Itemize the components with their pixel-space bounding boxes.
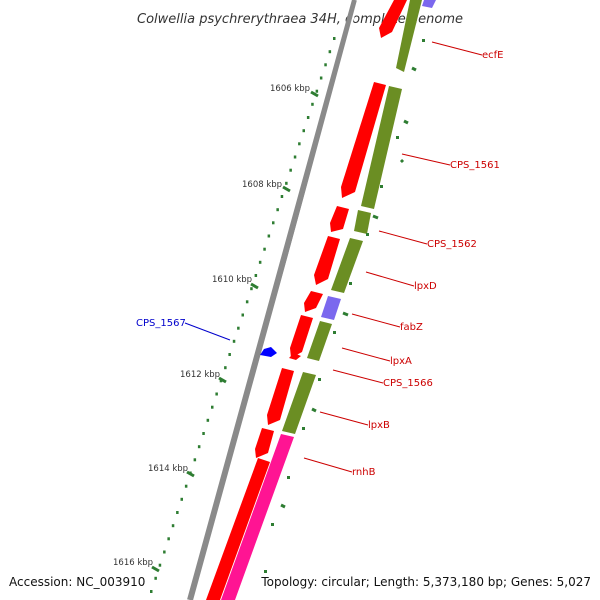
kbp-tick-1614 xyxy=(186,470,195,478)
kbp-ticks xyxy=(151,90,319,573)
scale-dot xyxy=(298,142,301,146)
kbp-label-1616: 1616 kbp xyxy=(113,558,153,568)
gene-block-cps1562-red xyxy=(330,206,349,232)
gene-label-cps1567: CPS_1567 xyxy=(136,318,186,329)
scale-dot xyxy=(180,497,183,501)
scale-dot xyxy=(250,287,253,291)
gene-label-rnhB: rnhB xyxy=(352,467,376,478)
cds-fabZ xyxy=(321,296,341,320)
scale-dot xyxy=(319,76,323,80)
scale-dot xyxy=(276,208,279,212)
scale-dot xyxy=(163,550,166,554)
gene-block-cps1566-red xyxy=(289,353,301,360)
scale-dot xyxy=(197,445,201,449)
kbp-label-1610: 1610 kbp xyxy=(212,275,252,285)
scale-dot xyxy=(176,511,179,514)
gene-label-cps1562: CPS_1562 xyxy=(427,239,477,250)
scale-dot xyxy=(158,563,162,567)
scale-dot xyxy=(202,432,205,435)
scale-dot xyxy=(311,102,314,106)
scale-dot xyxy=(245,300,249,304)
scale-dot xyxy=(263,247,266,251)
scale-dot xyxy=(241,313,244,317)
scale-dots xyxy=(150,37,336,593)
scale-dot xyxy=(272,221,275,225)
kbp-label-1614: 1614 kbp xyxy=(148,464,188,474)
scale-dot xyxy=(254,274,258,277)
kbp-label-1612: 1612 kbp xyxy=(180,370,220,380)
gene-block-fabZ-red xyxy=(304,291,323,312)
gene-label-fabZ: fabZ xyxy=(400,322,423,333)
scale-dot xyxy=(258,260,262,264)
scale-dot xyxy=(184,484,188,488)
cds-lpxB xyxy=(282,372,316,434)
map-title: Colwellia psychrerythraea 34H, complete … xyxy=(137,12,463,27)
scale-dot xyxy=(150,590,153,593)
kbp-label-1608: 1608 kbp xyxy=(242,180,282,190)
kbp-tick-1606 xyxy=(310,90,319,98)
gene-block-downstream-red xyxy=(206,458,270,600)
scale-dot xyxy=(328,50,332,54)
scale-dot xyxy=(232,339,236,343)
gene-block-lpxD-red xyxy=(314,236,340,285)
cps1567-feature xyxy=(260,347,277,357)
genome-summary-text: Topology: circular; Length: 5,373,180 bp… xyxy=(260,575,591,589)
scale-dot xyxy=(193,458,197,462)
gene-label-lpxA: lpxA xyxy=(390,356,412,367)
gene-block-rnhB-red xyxy=(255,428,274,458)
gene-label-cps1561: CPS_1561 xyxy=(450,160,500,171)
scale-dot xyxy=(215,392,218,396)
gene-label-ecfE: ecfE xyxy=(482,50,504,61)
gene-label-lpxB: lpxB xyxy=(368,420,390,431)
scale-dot xyxy=(228,353,231,356)
cps1567-leader xyxy=(184,322,231,341)
kbp-tick-1616 xyxy=(151,565,160,573)
cds-rnhB-magenta xyxy=(221,434,294,600)
kbp-tick-1612 xyxy=(218,376,227,384)
scale-dot xyxy=(285,181,288,185)
scale-dot xyxy=(315,89,319,93)
scale-dot xyxy=(293,155,297,159)
gene-block-lpxB-red xyxy=(267,368,294,425)
scale-dot xyxy=(171,524,175,528)
scale-dot xyxy=(324,63,327,67)
scale-dot xyxy=(154,576,157,580)
cds-top-purple xyxy=(422,0,436,8)
gene-label-cps1566: CPS_1566 xyxy=(383,378,433,389)
cds-ecfE xyxy=(396,0,422,72)
kbp-tick-1610 xyxy=(250,282,259,290)
scale-dot xyxy=(289,168,292,172)
scale-dot xyxy=(333,37,336,40)
gene-block-ecfE-red xyxy=(379,0,407,38)
scale-dot xyxy=(211,405,214,409)
gene-block-lpxA-red xyxy=(290,315,313,358)
cds-tick-marks xyxy=(280,66,417,509)
scale-dot xyxy=(302,129,305,133)
scale-dot xyxy=(280,195,284,198)
accession-text: Accession: NC_003910 xyxy=(9,575,145,589)
kbp-label-1606: 1606 kbp xyxy=(270,84,310,94)
cds-cps1562 xyxy=(354,210,371,234)
gene-leaders xyxy=(303,41,483,473)
scale-dot xyxy=(306,116,310,119)
scale-dot xyxy=(267,234,271,238)
kbp-tick-1608 xyxy=(282,185,291,193)
genome-backbone xyxy=(187,0,358,600)
scale-dot xyxy=(224,366,227,370)
scale-dot xyxy=(237,326,240,330)
scale-dot xyxy=(167,537,170,541)
cds-lpxA xyxy=(307,321,332,361)
cds-dots xyxy=(264,39,425,573)
gene-label-lpxD: lpxD xyxy=(414,281,437,292)
backbone-gap xyxy=(195,0,359,600)
gene-block-cps1561-red xyxy=(341,82,386,198)
cds-cps1561 xyxy=(361,86,402,209)
scale-dot xyxy=(206,418,210,422)
cds-lpxD xyxy=(331,238,363,293)
